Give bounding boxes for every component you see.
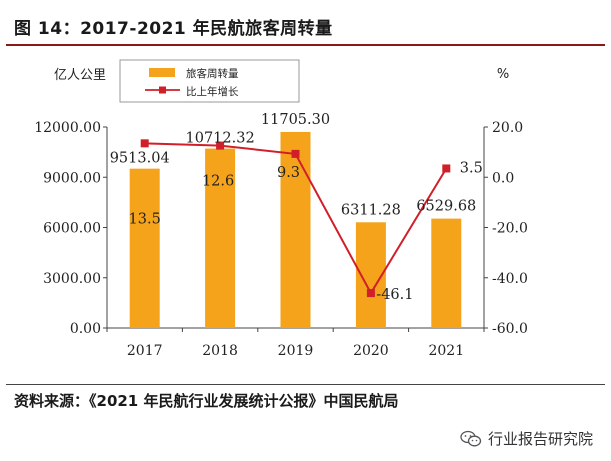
y-right-axis-title: % — [497, 67, 509, 82]
y-right-tick-label: -40.0 — [492, 271, 528, 287]
y-left-axis-title: 亿人公里 — [54, 68, 106, 83]
source-rule — [6, 384, 605, 385]
bar — [280, 131, 311, 328]
chart-axes: 0.00 3000.00 6000.00 9000.00 12000.00 -60.0 -4… — [34, 67, 528, 359]
title-rule — [6, 44, 605, 46]
legend-line-marker — [159, 86, 166, 94]
y-left-tick-label: 3000.00 — [43, 271, 101, 287]
line-value-label: 9.3 — [277, 165, 300, 181]
x-tick-label: 2020 — [353, 343, 389, 359]
legend-bar-label: 旅客周转量 — [186, 67, 239, 80]
bar-value-label: 6311.28 — [341, 202, 401, 218]
y-right-tick-label: 0.0 — [492, 170, 514, 186]
bar — [129, 168, 160, 328]
line-point — [291, 149, 300, 158]
line-value-label: 12.6 — [202, 174, 234, 190]
bar-value-label: 6529.68 — [416, 199, 476, 215]
y-left-tick-label: 12000.00 — [34, 120, 101, 136]
line-point — [442, 164, 451, 173]
y-right-tick-label: -60.0 — [492, 321, 528, 337]
legend-bar-swatch — [149, 68, 175, 77]
line-value-label: 13.5 — [129, 211, 161, 227]
y-right-tick-label: -20.0 — [492, 221, 528, 237]
y-left-tick-label: 6000.00 — [43, 221, 101, 237]
watermark-text: 行业报告研究院 — [487, 430, 593, 448]
x-tick-label: 2017 — [127, 343, 163, 359]
line-value-label: 3.5 — [460, 160, 483, 176]
bar-value-label: 9513.04 — [110, 151, 170, 167]
legend-line-label: 比上年增长 — [186, 85, 239, 98]
legend-box — [119, 59, 300, 103]
figure-title: 图 14：2017-2021 年民航旅客周转量 — [14, 19, 333, 39]
bar-value-label: 11705.30 — [261, 112, 330, 128]
line-point — [140, 139, 149, 148]
wechat-icon — [460, 430, 482, 446]
y-right-tick-label: 20.0 — [492, 120, 523, 136]
line-series — [140, 139, 451, 298]
bar-value-label: 10712.32 — [186, 131, 255, 147]
y-left-tick-label: 0.00 — [70, 321, 101, 337]
bar — [431, 218, 462, 328]
bar-series — [129, 131, 462, 328]
data-labels: 9513.04 10712.32 11705.30 6311.28 6529.68 13.… — [110, 112, 483, 303]
chart: 0.00 3000.00 6000.00 9000.00 12000.00 -60.0 -4… — [34, 59, 528, 359]
line-value-label: -46.1 — [376, 287, 413, 303]
line-point — [366, 289, 375, 298]
y-left-tick-label: 9000.00 — [43, 170, 101, 186]
source-note: 资料来源：《2021 年民航行业发展统计公报》中国民航局 — [14, 392, 399, 410]
watermark: 行业报告研究院 — [460, 428, 593, 449]
line-point — [216, 141, 225, 150]
x-tick-label: 2021 — [428, 343, 464, 359]
bar — [205, 148, 236, 328]
x-tick-label: 2018 — [202, 343, 238, 359]
x-tick-label: 2019 — [278, 343, 314, 359]
